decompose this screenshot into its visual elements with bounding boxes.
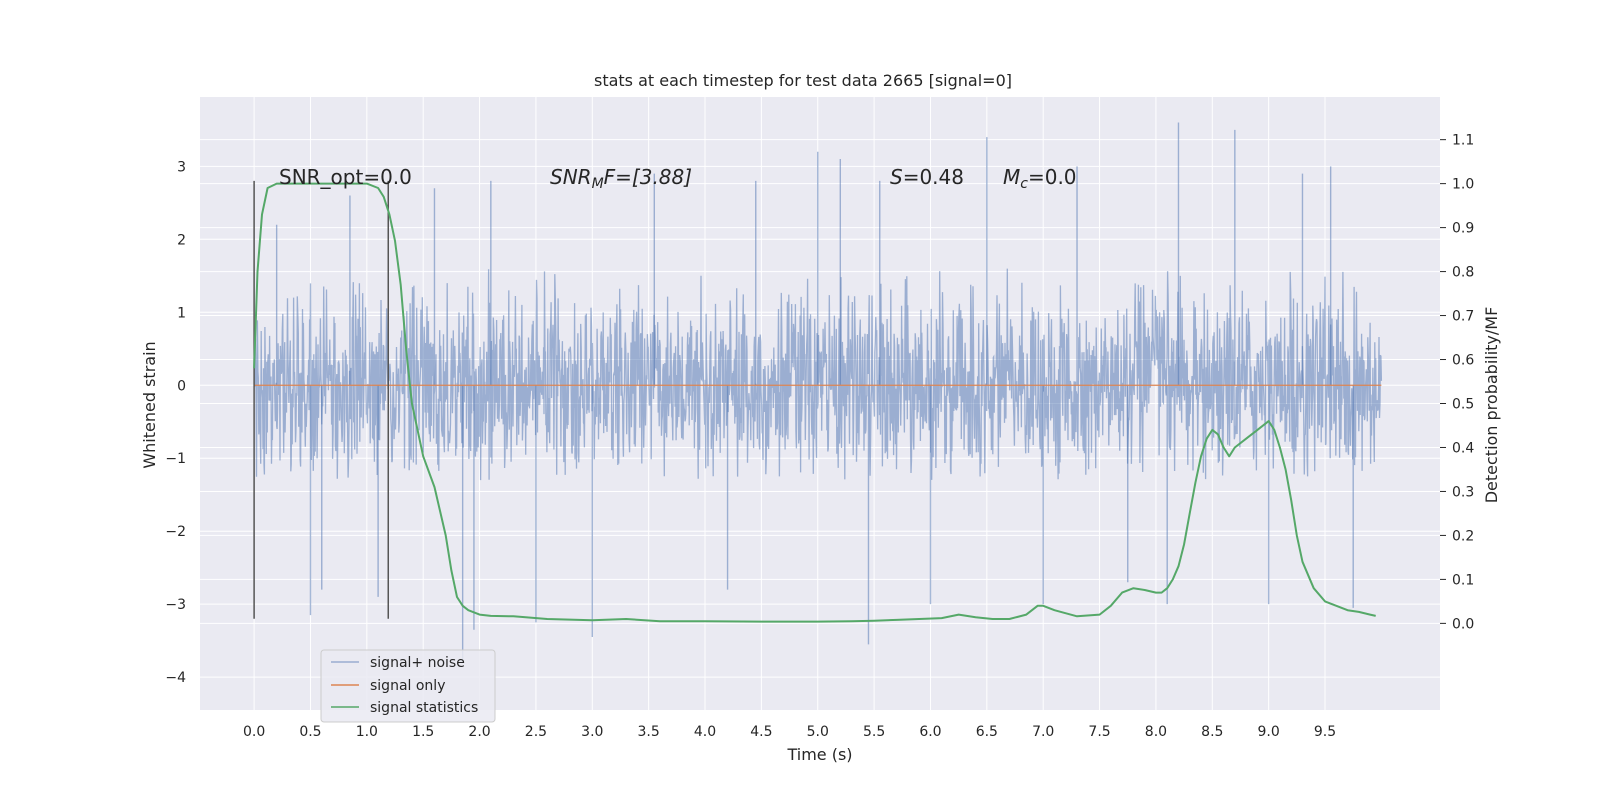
x-tick-label: 0.0 <box>243 724 265 740</box>
y-tick-label: 2 <box>177 232 186 248</box>
legend: signal+ noise signal only signal statist… <box>320 649 496 723</box>
x-tick-label: 9.5 <box>1314 724 1336 740</box>
y2-tick-label: 1.0 <box>1452 177 1474 193</box>
y2-tick-label: 1.1 <box>1452 133 1474 149</box>
legend-label-signal-only: signal only <box>370 678 445 694</box>
legend-box <box>320 649 496 723</box>
y2-tick-label: 0.8 <box>1452 265 1474 281</box>
x-tick-label: 6.0 <box>919 724 941 740</box>
x-tick-label: 1.0 <box>356 724 378 740</box>
x-tick-label: 2.5 <box>525 724 547 740</box>
x-axis-label: Time (s) <box>786 745 852 764</box>
y-axis-label: Whitened strain <box>140 341 159 468</box>
x-axis-ticks: 0.0 0.5 1.0 1.5 2.0 2.5 3.0 3.5 4.0 4.5 5.0 5.5 6.0 6… <box>243 724 1336 740</box>
x-tick-label: 5.5 <box>863 724 885 740</box>
y2-tick-label: 0.2 <box>1452 528 1474 544</box>
x-tick-label: 9.0 <box>1258 724 1280 740</box>
y-tick-label: −4 <box>165 670 186 686</box>
vertical-markers <box>253 180 390 619</box>
y-tick-label: 0 <box>177 378 186 394</box>
y2-tick-label: 0.7 <box>1452 309 1474 325</box>
x-tick-label: 1.5 <box>412 724 434 740</box>
x-tick-label: 3.5 <box>638 724 660 740</box>
x-tick-label: 7.5 <box>1088 724 1110 740</box>
x-tick-label: 3.0 <box>581 724 603 740</box>
y2-tick-label: 0.4 <box>1452 440 1474 456</box>
annotation-snr-opt: SNR_opt=0.0 <box>279 165 412 189</box>
signal-statistics-series <box>253 182 1376 623</box>
annotation-mc: Mc=0.0 <box>1003 165 1077 192</box>
legend-label-signal-noise: signal+ noise <box>370 655 465 671</box>
legend-label-signal-statistics: signal statistics <box>370 700 478 716</box>
y2-tick-label: 0.3 <box>1452 484 1474 500</box>
y2-tick-label: 0.1 <box>1452 572 1474 588</box>
y2-tick-label: 0.9 <box>1452 221 1474 237</box>
x-tick-label: 7.0 <box>1032 724 1054 740</box>
y2-tick-label: 0.0 <box>1452 616 1474 632</box>
y2-tick-label: 0.6 <box>1452 353 1474 369</box>
y-tick-label: −1 <box>165 451 186 467</box>
x-tick-label: 8.5 <box>1201 724 1223 740</box>
y-tick-label: 1 <box>177 305 186 321</box>
y2-axis-label: Detection probability/MF <box>1482 307 1501 504</box>
signal-noise-series <box>253 122 1383 663</box>
y-tick-label: −2 <box>165 524 186 540</box>
x-tick-label: 4.0 <box>694 724 716 740</box>
chart-title: stats at each timestep for test data 266… <box>594 71 1012 90</box>
x-tick-label: 8.0 <box>1145 724 1167 740</box>
y-tick-label: −3 <box>165 597 186 613</box>
x-tick-label: 0.5 <box>299 724 321 740</box>
y2-axis-ticks: 1.1 1.0 0.9 0.8 0.7 0.6 0.5 0.4 0.3 0.2 0.1 0.0 <box>1440 133 1474 632</box>
x-tick-label: 5.0 <box>807 724 829 740</box>
x-tick-label: 4.5 <box>750 724 772 740</box>
x-tick-label: 6.5 <box>976 724 998 740</box>
annotation-snr-mf: SNRMF=[3.88] <box>550 165 692 192</box>
signal-noise-line <box>253 268 1383 481</box>
y-axis-ticks: 3 2 1 0 −1 −2 −3 −4 <box>165 159 186 686</box>
annotation-s: S=0.48 <box>890 165 964 189</box>
x-tick-label: 2.0 <box>468 724 490 740</box>
signal-statistics-line <box>253 182 1376 623</box>
y-tick-label: 3 <box>177 159 186 175</box>
y2-tick-label: 0.5 <box>1452 397 1474 413</box>
